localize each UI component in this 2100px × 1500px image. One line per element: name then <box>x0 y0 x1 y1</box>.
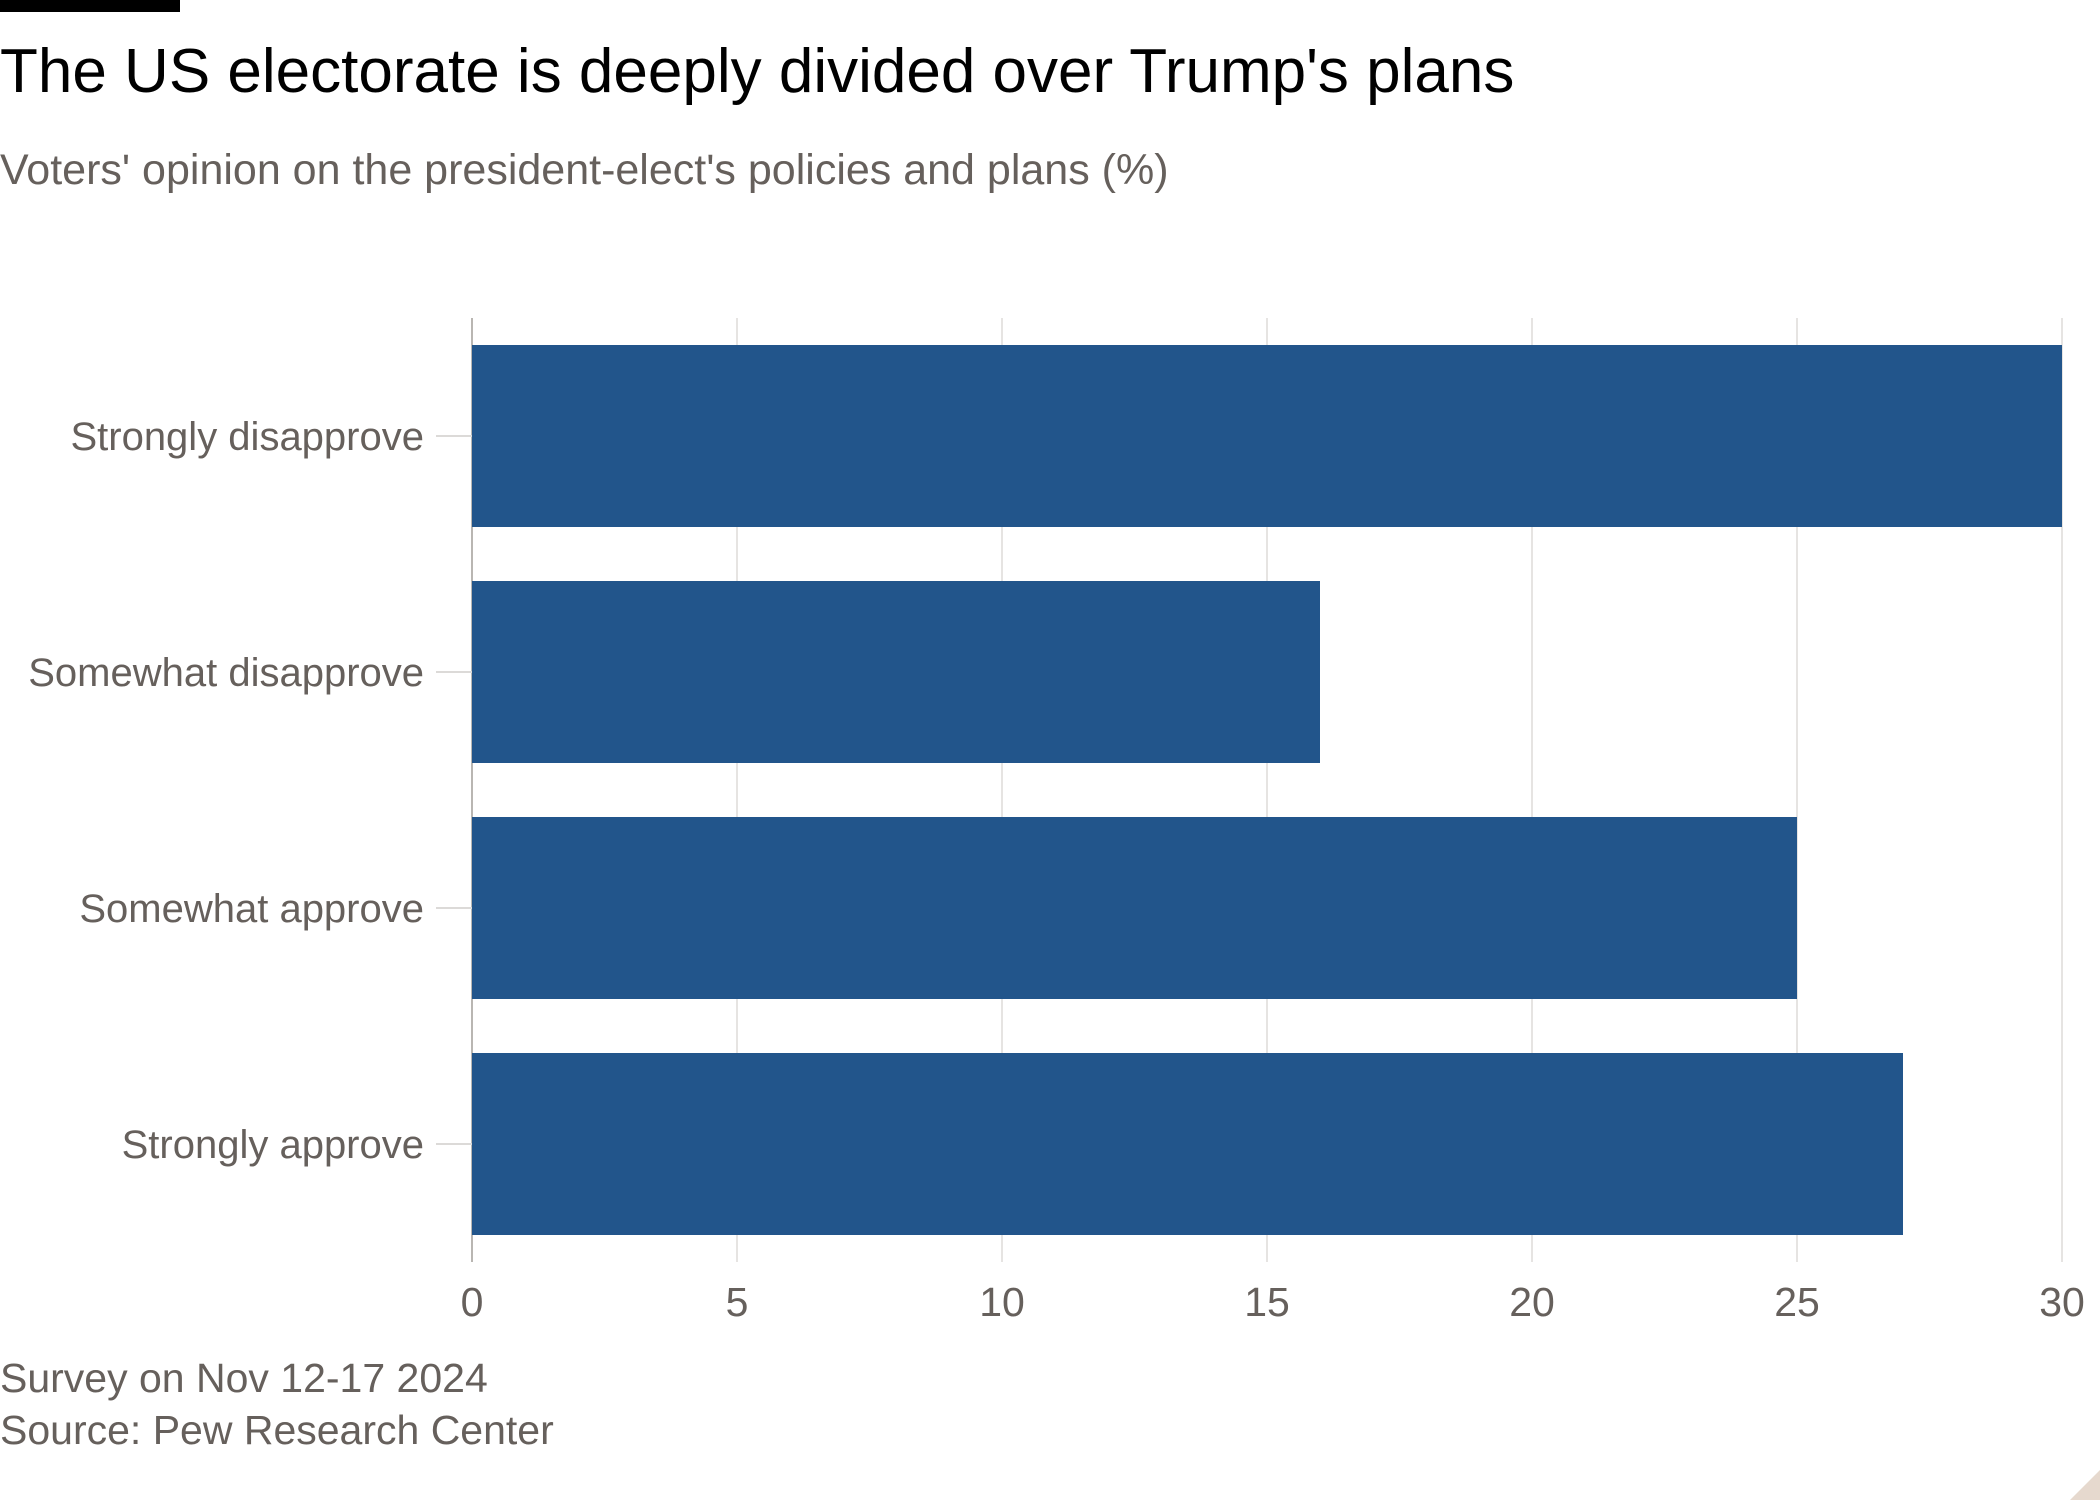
brand-bar <box>0 0 180 12</box>
category-label: Somewhat approve <box>79 887 424 931</box>
x-tick-label: 15 <box>1244 1279 1290 1325</box>
chart-title: The US electorate is deeply divided over… <box>0 37 1515 106</box>
category-label: Somewhat disapprove <box>28 651 424 695</box>
source-note: Source: Pew Research Center <box>0 1407 554 1453</box>
x-tick-label: 20 <box>1509 1279 1555 1325</box>
corner-decoration <box>2070 1470 2100 1500</box>
category-label: Strongly disapprove <box>70 415 424 459</box>
bar <box>472 1053 1903 1235</box>
chart-subtitle: Voters' opinion on the president-elect's… <box>0 146 1169 194</box>
bar <box>472 581 1320 763</box>
survey-note: Survey on Nov 12-17 2024 <box>0 1355 488 1401</box>
x-tick-label: 5 <box>726 1279 749 1325</box>
x-tick-label: 0 <box>461 1279 484 1325</box>
category-label: Strongly approve <box>122 1123 424 1167</box>
bar <box>472 345 2062 527</box>
x-tick-label: 10 <box>979 1279 1025 1325</box>
bar <box>472 817 1797 999</box>
x-tick-label: 30 <box>2039 1279 2085 1325</box>
x-tick-label: 25 <box>1774 1279 1820 1325</box>
